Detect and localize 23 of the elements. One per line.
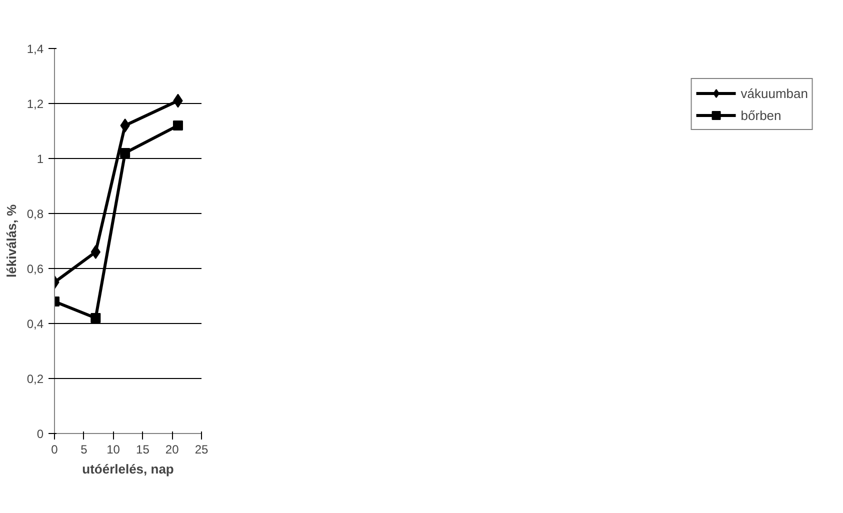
point [90, 245, 100, 259]
y-tick-label: 1,2 [26, 97, 44, 111]
legend-label: bőrben [740, 108, 782, 122]
x-tick-label: 5 [80, 442, 88, 456]
point [120, 118, 130, 132]
x-tick-label: 20 [165, 442, 180, 456]
y-axis-title: lékiválás, % [4, 204, 19, 278]
y-tick-label: 0,8 [26, 207, 44, 221]
y-tick-label: 0,2 [26, 372, 44, 386]
point [120, 148, 130, 158]
point [172, 120, 183, 130]
y-tick-label: 0,4 [26, 317, 44, 331]
y-tick-label: 1 [36, 152, 44, 166]
legend-label: vákuumban [740, 86, 808, 100]
y-tick-label: 1,4 [26, 42, 44, 56]
y-tick-label: 0,6 [26, 262, 44, 276]
y-tick-label: 0 [36, 427, 44, 441]
x-axis-title: utóérlelés, nap [82, 462, 174, 476]
x-tick-label: 0 [51, 442, 58, 456]
x-tick-label: 15 [136, 442, 150, 456]
point [90, 313, 101, 323]
x-tick-label: 25 [194, 442, 208, 456]
x-tick-label: 10 [106, 442, 120, 456]
